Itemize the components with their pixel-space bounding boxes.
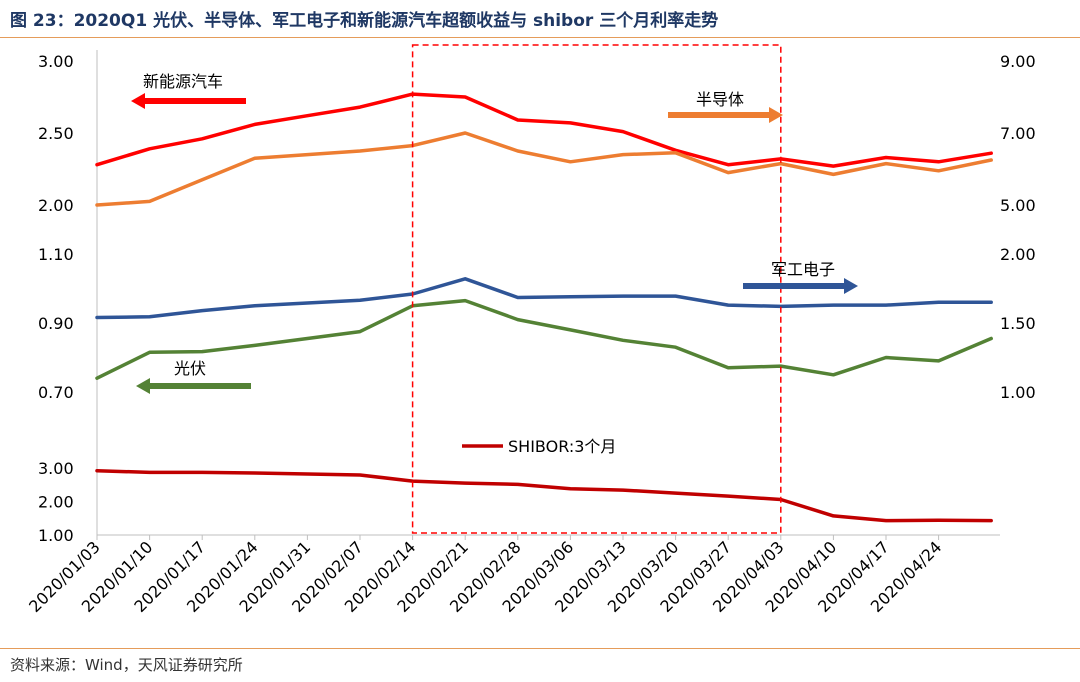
y-tick-label-left: 1.10 (38, 245, 74, 264)
y-tick-label-left: 3.00 (38, 52, 74, 71)
title-divider (0, 37, 1080, 38)
semiconductor-arrow-head (769, 107, 783, 123)
chart-title: 图 23：2020Q1 光伏、半导体、军工电子和新能源汽车超额收益与 shibo… (10, 11, 719, 31)
y-tick-label-right: 2.00 (1000, 245, 1036, 264)
shibor-series-line (95, 468, 993, 523)
footer-divider (0, 648, 1080, 649)
y-tick-label-right: 5.00 (1000, 196, 1036, 215)
chart-tick-labels: 3.00 2.50 2.00 9.00 7.00 5.00 1.10 0.90 0.70 2.00… (25, 52, 1035, 616)
y-tick-label-right: 1.50 (1000, 314, 1036, 333)
chart-series (95, 92, 993, 523)
y-tick-label-left: 2.00 (38, 493, 74, 512)
shibor-annotation-label: SHIBOR:3个月 (508, 437, 616, 456)
y-tick-label-left: 2.50 (38, 124, 74, 143)
pv-arrow-head (136, 378, 150, 394)
chart-highlight (411, 44, 782, 534)
nev-arrow-head (131, 93, 145, 109)
source-note: 资料来源：Wind，天风证券研究所 (10, 656, 243, 674)
pv-annotation-label: 光伏 (174, 359, 206, 378)
chart-axes (96, 50, 1000, 540)
semiconductor-series-line (95, 131, 993, 207)
nev-annotation-label: 新能源汽车 (143, 72, 223, 91)
military-series-line (95, 277, 993, 320)
y-tick-label-right: 7.00 (1000, 124, 1036, 143)
y-tick-label-right: 1.00 (1000, 383, 1036, 402)
y-tick-label-left: 3.00 (38, 459, 74, 478)
y-tick-label-left: 1.00 (38, 526, 74, 545)
pv-series-line (95, 298, 993, 380)
semiconductor-annotation-label: 半导体 (696, 90, 744, 109)
y-tick-label-right: 9.00 (1000, 52, 1036, 71)
highlight-box (411, 44, 782, 534)
y-tick-label-left: 2.00 (38, 196, 74, 215)
military-arrow-head (844, 278, 858, 294)
y-tick-label-left: 0.70 (38, 383, 74, 402)
nev-series-line (95, 92, 993, 168)
military-annotation-label: 军工电子 (771, 260, 835, 279)
y-tick-label-left: 0.90 (38, 314, 74, 333)
